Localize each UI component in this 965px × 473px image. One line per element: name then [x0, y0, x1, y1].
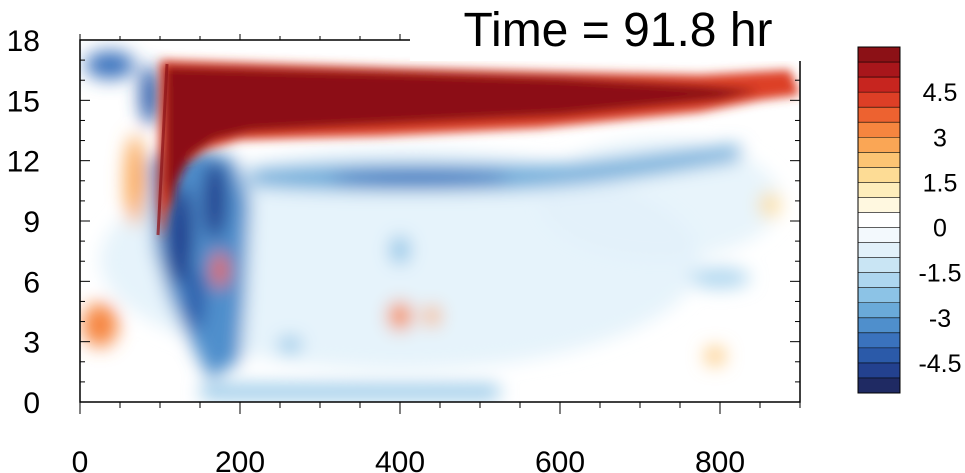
colorbar-swatch — [858, 47, 900, 63]
warm-spot-right — [705, 347, 725, 365]
colorbar-swatch — [858, 77, 900, 93]
colorbar-swatch — [858, 377, 900, 394]
colorbar-swatch — [858, 197, 900, 213]
colorbar-swatch — [858, 92, 900, 108]
colorbar-swatch — [858, 212, 900, 229]
colorbar-swatch — [858, 257, 900, 274]
colorbar-label: -1.5 — [918, 260, 961, 288]
y-tick-label: 15 — [7, 85, 40, 118]
red-band-core — [165, 66, 760, 210]
red-band — [158, 60, 800, 240]
warm-spot-right-2 — [760, 193, 780, 217]
colorbar-swatch — [858, 272, 900, 289]
warm-spot-center-2 — [424, 306, 440, 326]
colorbar-swatch — [858, 152, 900, 168]
x-tick-label: 600 — [535, 446, 585, 473]
blue-band-core — [330, 170, 510, 186]
colorbar-label: 4.5 — [923, 79, 958, 107]
colorbar-label: -3 — [929, 305, 951, 333]
blue-core-3 — [185, 270, 205, 330]
colorbar-label: 0 — [933, 215, 947, 243]
blue-spot-right — [690, 268, 750, 288]
y-tick-label: 0 — [23, 387, 40, 420]
colorbar-swatch — [858, 167, 900, 183]
plot-area — [80, 40, 800, 402]
blue-spot-mid — [390, 236, 410, 264]
y-tick-label: 12 — [7, 146, 40, 179]
x-tick-label: 400 — [375, 446, 425, 473]
colorbar-frame — [857, 46, 901, 394]
x-tick-label: 200 — [215, 446, 265, 473]
colorbar-swatch — [858, 107, 900, 123]
y-tick-label: 18 — [7, 25, 40, 58]
colorbar-swatch — [858, 317, 900, 334]
x-tick-label: 800 — [695, 446, 745, 473]
colorbar-label: 3 — [933, 124, 947, 152]
colorbar-label: 1.5 — [923, 169, 958, 197]
warm-spot-mid — [212, 252, 228, 288]
chart-title: Time = 91.8 hr — [463, 4, 772, 57]
y-tick-label: 3 — [23, 327, 40, 360]
warm-spot-left — [82, 303, 118, 347]
blue-core-1 — [166, 185, 194, 285]
colorbar-swatch — [858, 62, 900, 78]
warm-spot-center — [388, 302, 412, 330]
colorbar-swatch — [858, 227, 900, 244]
y-axis: 0 3 6 9 12 15 18 — [7, 25, 800, 420]
blue-spot-low — [278, 337, 302, 353]
y-tick-label: 9 — [23, 206, 40, 239]
x-axis: 0 200 400 600 800 — [72, 34, 801, 473]
heatmap-field — [82, 51, 780, 399]
colorbar-swatch — [858, 332, 900, 349]
title-backdrop — [410, 0, 810, 61]
colorbar-swatch — [858, 347, 900, 364]
blue-core-top-left-2 — [140, 65, 160, 125]
warm-spot-left-2 — [125, 135, 145, 225]
colorbar-swatch — [858, 287, 900, 304]
colorbar-swatch — [858, 182, 900, 198]
colorbar-swatch — [858, 242, 900, 259]
x-tick-label: 0 — [72, 446, 89, 473]
y-tick-label: 6 — [23, 266, 40, 299]
colorbar: 4.5 3 1.5 0 -1.5 -3 -4.5 — [857, 46, 962, 394]
colorbar-swatch — [858, 362, 900, 379]
colorbar-swatch — [858, 302, 900, 319]
colorbar-swatch — [858, 122, 900, 138]
colorbar-swatch — [858, 137, 900, 153]
front-line — [156, 63, 169, 236]
blue-core-top-left — [85, 51, 135, 79]
colorbar-label: -4.5 — [918, 350, 961, 378]
blue-core-2 — [203, 160, 227, 240]
near-surface-blue — [200, 385, 500, 399]
